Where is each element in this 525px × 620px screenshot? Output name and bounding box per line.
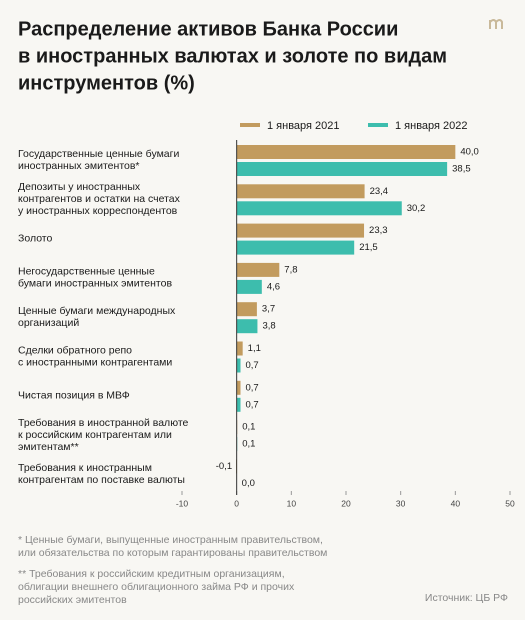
bar	[236, 201, 402, 216]
value-label: 23,4	[370, 186, 389, 197]
category-label: Депозиты у иностранных	[18, 181, 141, 193]
footnote: российских эмитентов	[18, 594, 127, 606]
value-label: 38,5	[452, 164, 471, 175]
value-label: 3,8	[262, 321, 275, 332]
category-label: иностранных эмитентов*	[18, 160, 140, 172]
x-tick-label: 20	[341, 498, 351, 508]
x-tick-label: 0	[234, 498, 239, 508]
footnote: * Ценные бумаги, выпущенные иностранным …	[18, 534, 323, 546]
bar	[236, 341, 243, 356]
value-label: 0,0	[242, 478, 255, 489]
bar	[236, 397, 241, 412]
category-label: контрагентов и остатки на счетах	[18, 193, 181, 205]
value-label: 4,6	[267, 281, 280, 292]
bar	[236, 262, 280, 277]
bar	[236, 380, 241, 395]
bar	[236, 162, 448, 176]
x-tick-label: 10	[287, 498, 297, 508]
legend-label: 1 января 2021	[267, 120, 340, 132]
category-label: организаций	[18, 317, 79, 329]
value-label: 0,1	[242, 422, 255, 433]
category-label: Требования к иностранным	[18, 462, 152, 474]
chart-title: инструментов (%)	[18, 72, 195, 94]
value-label: 0,7	[245, 360, 258, 371]
category-label: Сделки обратного репо	[18, 344, 132, 356]
value-label: 30,2	[407, 203, 426, 214]
bar	[236, 319, 258, 334]
value-label: 0,7	[245, 399, 258, 410]
bar	[236, 358, 241, 373]
category-label: Золото	[18, 232, 52, 244]
legend-swatch	[368, 123, 388, 127]
logo	[489, 19, 503, 29]
x-tick-label: 40	[451, 498, 461, 508]
category-label: Чистая позиция в МВФ	[18, 390, 130, 402]
category-label: Негосударственные ценные	[18, 266, 155, 278]
value-label: -0,1	[216, 461, 232, 472]
legend-label: 1 января 2022	[395, 120, 468, 132]
bar	[236, 145, 456, 159]
value-label: 21,5	[359, 242, 378, 253]
bar	[236, 240, 355, 255]
value-label: 23,3	[369, 225, 388, 236]
source: Источник: ЦБ РФ	[425, 592, 508, 604]
x-tick-label: 50	[505, 498, 515, 508]
category-label: Государственные ценные бумаги	[18, 148, 179, 160]
chart-title: Распределение активов Банка России	[18, 18, 398, 40]
x-tick-label: 30	[396, 498, 406, 508]
bar	[236, 279, 262, 294]
value-label: 1,1	[248, 343, 261, 354]
footnote: или обязательства по которым гарантирова…	[18, 547, 327, 559]
value-label: 40,0	[460, 147, 479, 158]
category-label: с иностранными контрагентами	[18, 356, 172, 368]
footnote: ** Требования к российским кредитным орг…	[18, 568, 285, 580]
value-label: 0,1	[242, 439, 255, 450]
bar	[236, 184, 365, 199]
category-label: к российским контрагентам или	[18, 429, 172, 441]
category-label: бумаги иностранных эмитентов	[18, 278, 172, 290]
bar	[236, 302, 257, 317]
value-label: 3,7	[262, 304, 275, 315]
value-label: 0,7	[245, 382, 258, 393]
bar	[236, 223, 365, 238]
category-label: у иностранных корреспондентов	[18, 205, 178, 217]
category-label: Ценные бумаги международных	[18, 305, 176, 317]
x-tick-label: -10	[176, 498, 189, 508]
category-label: контрагентам по поставке валюты	[18, 474, 185, 486]
category-label: эмитентам**	[18, 441, 79, 453]
value-label: 7,8	[284, 264, 297, 275]
chart-title: в иностранных валютах и золоте по видам	[18, 45, 447, 67]
category-label: Требования в иностранной валюте	[18, 417, 189, 429]
footnote: облигации внешнего облигационного займа …	[18, 581, 295, 593]
legend-swatch	[240, 123, 260, 127]
